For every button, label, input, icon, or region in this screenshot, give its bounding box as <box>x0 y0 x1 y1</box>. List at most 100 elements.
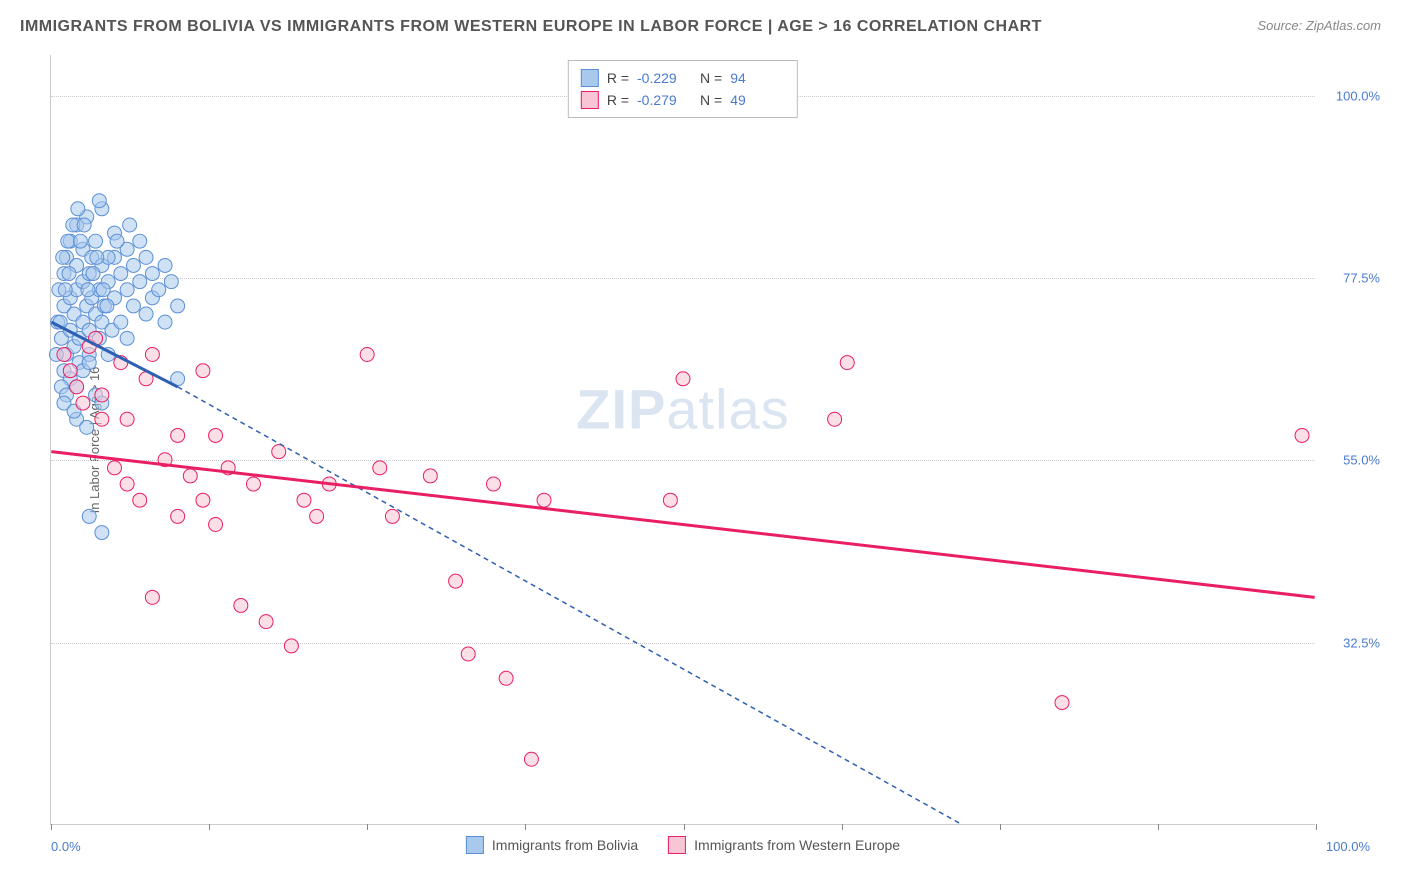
data-point <box>297 493 311 507</box>
y-tick-label: 55.0% <box>1343 453 1380 468</box>
data-point <box>284 639 298 653</box>
data-point <box>120 283 134 297</box>
data-point <box>152 283 166 297</box>
data-point <box>840 356 854 370</box>
legend-item-western-europe: Immigrants from Western Europe <box>668 836 900 854</box>
n-value-bolivia: 94 <box>730 67 785 89</box>
x-axis-max-label: 100.0% <box>1326 839 1370 854</box>
data-point <box>158 258 172 272</box>
regression-extrapolation <box>178 387 961 824</box>
data-point <box>126 299 140 313</box>
data-point <box>123 218 137 232</box>
data-point <box>62 267 76 281</box>
r-value-western-europe: -0.279 <box>637 89 692 111</box>
swatch-icon <box>466 836 484 854</box>
data-point <box>360 348 374 362</box>
data-point <box>385 509 399 523</box>
n-value-western-europe: 49 <box>730 89 785 111</box>
data-point <box>139 250 153 264</box>
data-point <box>71 202 85 216</box>
data-point <box>259 615 273 629</box>
data-point <box>676 372 690 386</box>
source-attribution: Source: ZipAtlas.com <box>1257 18 1381 33</box>
swatch-icon <box>581 91 599 109</box>
data-point <box>86 267 100 281</box>
data-point <box>92 194 106 208</box>
data-point <box>95 412 109 426</box>
data-point <box>89 234 103 248</box>
data-point <box>120 477 134 491</box>
data-point <box>61 234 75 248</box>
data-point <box>80 420 94 434</box>
legend-row-bolivia: R = -0.229 N = 94 <box>581 67 785 89</box>
data-point <box>82 356 96 370</box>
regression-line <box>51 452 1314 598</box>
data-point <box>158 315 172 329</box>
data-point <box>537 493 551 507</box>
data-point <box>90 250 104 264</box>
data-point <box>57 348 71 362</box>
data-point <box>95 388 109 402</box>
data-point <box>95 526 109 540</box>
data-point <box>133 275 147 289</box>
data-point <box>139 307 153 321</box>
data-point <box>145 267 159 281</box>
data-point <box>171 428 185 442</box>
swatch-icon <box>581 69 599 87</box>
data-point <box>73 234 87 248</box>
y-tick-label: 77.5% <box>1343 270 1380 285</box>
data-point <box>828 412 842 426</box>
series-name-bolivia: Immigrants from Bolivia <box>492 837 638 853</box>
data-point <box>246 477 260 491</box>
data-point <box>114 267 128 281</box>
x-axis-min-label: 0.0% <box>51 839 81 854</box>
r-label: R = <box>607 67 629 89</box>
data-point <box>209 428 223 442</box>
y-tick-label: 32.5% <box>1343 635 1380 650</box>
data-point <box>209 518 223 532</box>
data-point <box>120 412 134 426</box>
data-point <box>100 299 114 313</box>
data-point <box>663 493 677 507</box>
data-point <box>114 315 128 329</box>
n-label: N = <box>700 89 722 111</box>
data-point <box>126 258 140 272</box>
data-point <box>171 299 185 313</box>
correlation-legend: R = -0.229 N = 94 R = -0.279 N = 49 <box>568 60 798 118</box>
data-point <box>120 331 134 345</box>
data-point <box>58 283 72 297</box>
data-point <box>487 477 501 491</box>
data-point <box>63 364 77 378</box>
data-point <box>183 469 197 483</box>
legend-row-western-europe: R = -0.279 N = 49 <box>581 89 785 111</box>
data-point <box>449 574 463 588</box>
data-point <box>77 218 91 232</box>
data-point <box>107 461 121 475</box>
data-point <box>82 509 96 523</box>
data-point <box>164 275 178 289</box>
data-point <box>1055 696 1069 710</box>
y-tick-label: 100.0% <box>1336 88 1380 103</box>
series-name-western-europe: Immigrants from Western Europe <box>694 837 900 853</box>
series-legend: Immigrants from Bolivia Immigrants from … <box>466 836 900 854</box>
r-value-bolivia: -0.229 <box>637 67 692 89</box>
data-point <box>76 396 90 410</box>
data-point <box>145 590 159 604</box>
data-point <box>145 348 159 362</box>
data-point <box>81 283 95 297</box>
data-point <box>499 671 513 685</box>
chart-title: IMMIGRANTS FROM BOLIVIA VS IMMIGRANTS FR… <box>20 18 1042 36</box>
data-point <box>234 598 248 612</box>
data-point <box>133 234 147 248</box>
n-label: N = <box>700 67 722 89</box>
data-point <box>310 509 324 523</box>
data-point <box>196 364 210 378</box>
data-point <box>196 493 210 507</box>
data-point <box>524 752 538 766</box>
data-point <box>423 469 437 483</box>
data-point <box>1295 428 1309 442</box>
data-point <box>461 647 475 661</box>
data-point <box>56 250 70 264</box>
data-point <box>70 380 84 394</box>
data-point <box>96 283 110 297</box>
